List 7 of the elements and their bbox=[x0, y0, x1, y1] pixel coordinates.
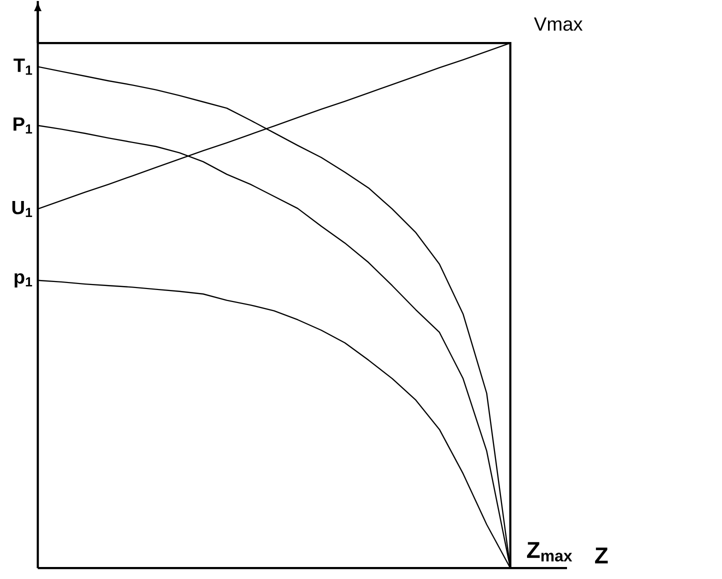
text: Z$_{max}$ bbox=[527, 542, 572, 562]
series-label: P$_{1}$ bbox=[14, 117, 32, 134]
text: Vmax bbox=[534, 17, 583, 31]
series-label: p$_{1}$ bbox=[14, 273, 32, 288]
series-label: U$_{1}$ bbox=[12, 200, 32, 217]
legend-label: T$_{1}$ bbox=[14, 58, 32, 74]
x-axis-title: Z bbox=[595, 547, 608, 564]
